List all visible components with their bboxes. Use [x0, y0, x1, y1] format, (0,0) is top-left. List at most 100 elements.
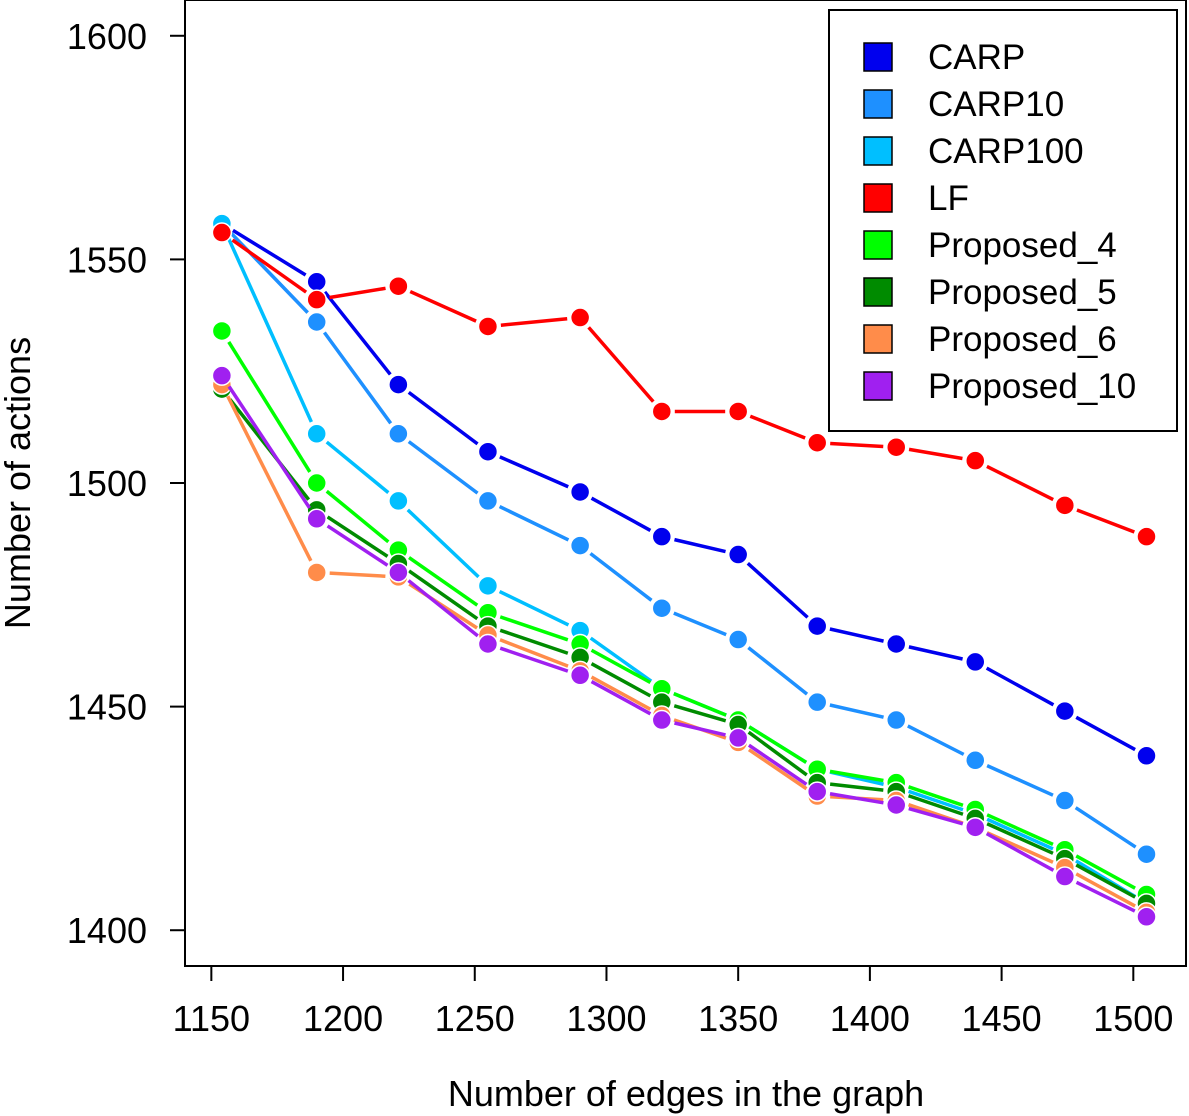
data-point-carp10 [388, 423, 409, 445]
series-layer [211, 213, 1157, 928]
data-point-proposed-4 [211, 320, 233, 342]
series-segment-carp10 [407, 440, 479, 495]
data-point-lf [388, 275, 409, 297]
data-point-proposed-10 [569, 665, 591, 686]
series-segment-proposed-5 [408, 569, 479, 621]
series-segment-proposed-4 [325, 489, 390, 544]
series-segment-proposed-10 [499, 646, 569, 673]
series-segment-lf [986, 464, 1054, 502]
series-segment-proposed-4 [590, 648, 652, 685]
legend-label-proposed-4: Proposed_4 [928, 226, 1117, 265]
data-point-proposed-10 [651, 709, 673, 731]
series-segment-proposed-10 [1075, 880, 1136, 913]
series-segment-proposed-6 [986, 831, 1054, 864]
series-segment-carp [908, 645, 963, 661]
series-segment-proposed-5 [673, 704, 727, 723]
series-segment-carp10 [673, 611, 727, 637]
series-segment-carp [829, 627, 884, 643]
series-segment-proposed-5 [590, 662, 652, 698]
data-point-proposed-10 [211, 365, 233, 386]
series-segment-carp10 [907, 724, 965, 756]
series-segment-proposed-5 [1075, 863, 1136, 899]
legend-swatch-proposed-6 [863, 324, 893, 354]
data-point-lf [477, 316, 499, 337]
data-point-carp10 [1136, 843, 1157, 865]
series-segment-proposed-4 [907, 785, 964, 807]
data-point-lf [806, 432, 828, 453]
data-point-proposed-10 [965, 817, 986, 838]
data-point-proposed-10 [477, 633, 499, 655]
y-tick-label: 1550 [67, 239, 147, 280]
series-segment-proposed-6 [590, 675, 652, 711]
data-point-proposed-10 [806, 781, 828, 802]
legend-swatch-proposed-5 [863, 277, 893, 307]
series-segment-carp [499, 455, 569, 489]
series-segment-proposed-6 [1075, 872, 1136, 908]
series-segment-carp [323, 290, 392, 376]
series-segment-proposed-10 [326, 524, 389, 567]
series-segment-proposed-5 [986, 822, 1054, 855]
data-point-carp [965, 651, 986, 673]
legend-label-lf: LF [928, 179, 969, 218]
series-segment-carp100 [907, 789, 964, 812]
data-point-carp10 [569, 535, 591, 556]
series-segment-carp [746, 561, 809, 619]
x-tick-label: 1500 [1093, 998, 1173, 1039]
legend-swatch-proposed-10 [863, 371, 893, 401]
x-tick-label: 1300 [566, 998, 646, 1039]
series-segment-carp10 [322, 331, 393, 425]
x-tick-label: 1350 [698, 998, 778, 1039]
series-segment-carp100 [325, 440, 390, 494]
legend-box [828, 9, 1178, 432]
data-point-carp100 [306, 423, 327, 445]
series-segment-proposed-10 [747, 743, 808, 786]
data-point-carp10 [477, 490, 499, 512]
data-point-proposed-10 [885, 794, 907, 816]
series-segment-carp100 [406, 508, 480, 579]
series-segment-proposed-10 [908, 806, 964, 826]
series-segment-proposed-6 [747, 748, 808, 791]
legend-swatch-carp [863, 42, 893, 72]
data-point-lf [885, 436, 907, 458]
data-point-carp100 [477, 575, 499, 597]
series-segment-proposed-5 [326, 515, 389, 558]
data-point-carp [727, 544, 749, 565]
series-segment-proposed-5 [747, 730, 808, 777]
legend-swatch-carp100 [863, 136, 893, 166]
series-segment-carp [985, 666, 1055, 707]
series-segment-proposed-4 [499, 615, 569, 642]
data-point-carp [1136, 745, 1157, 767]
y-axis: 1400 1450 1500 1550 1600 [67, 16, 185, 951]
series-segment-lf [500, 317, 568, 327]
legend-label-carp: CARP [928, 38, 1025, 77]
series-segment-proposed-10 [829, 792, 884, 805]
series-segment-proposed-10 [674, 721, 726, 737]
series-segment-carp [674, 537, 726, 554]
legend-label-proposed-5: Proposed_5 [928, 273, 1117, 312]
series-segment-proposed-4 [986, 813, 1054, 846]
series-segment-lf [409, 289, 477, 323]
series-segment-carp10 [986, 764, 1054, 797]
x-axis-label: Number of edges in the graph [448, 1073, 924, 1114]
data-point-proposed-10 [727, 727, 749, 749]
series-segment-carp10 [589, 552, 653, 602]
legend-swatch-carp10 [863, 89, 893, 119]
data-point-carp [569, 481, 591, 503]
data-point-carp10 [885, 709, 907, 731]
series-segment-lf [749, 414, 806, 440]
series-segment-proposed-6 [329, 571, 386, 578]
y-tick-label: 1600 [67, 16, 147, 57]
series-proposed-6 [211, 374, 1157, 923]
series-segment-proposed-4 [748, 725, 808, 764]
series-proposed-10 [211, 365, 1157, 928]
data-point-carp [1054, 700, 1076, 722]
series-segment-proposed-6 [499, 638, 569, 668]
y-tick-label: 1500 [67, 463, 147, 504]
series-segment-lf [908, 447, 963, 461]
y-tick-label: 1400 [67, 910, 147, 951]
data-point-carp10 [1054, 790, 1076, 811]
series-segment-lf [1076, 508, 1135, 534]
legend-label-carp10: CARP10 [928, 85, 1064, 124]
series-segment-proposed-4 [829, 769, 884, 783]
legend: CARP CARP10 CARP100 LF Proposed_4 Proposed_5 P… [828, 9, 1178, 432]
